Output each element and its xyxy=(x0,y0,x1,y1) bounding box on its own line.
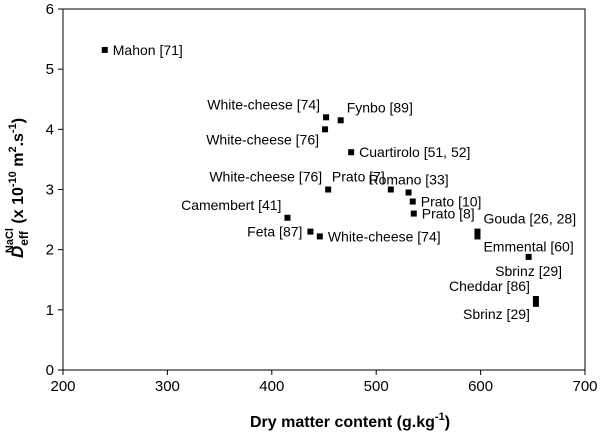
point-label: Romano [33] xyxy=(368,172,448,188)
data-point xyxy=(325,186,332,193)
data-points xyxy=(101,46,539,307)
point-label: Sbrinz [29] xyxy=(463,306,530,322)
data-point xyxy=(532,296,539,303)
point-label: Sbrinz [29] xyxy=(495,263,562,279)
data-point xyxy=(322,126,329,133)
data-point xyxy=(323,114,330,121)
y-tick-label: 4 xyxy=(46,121,54,138)
point-label: Mahon [71] xyxy=(113,42,183,58)
x-tick-label: 300 xyxy=(155,378,180,395)
point-label: Prato [8] xyxy=(422,206,475,222)
y-tick-label: 0 xyxy=(46,362,54,379)
data-point xyxy=(474,233,481,240)
x-tick-label: 500 xyxy=(364,378,389,395)
x-axis: 200 300 400 500 600 700 xyxy=(50,370,598,395)
data-point xyxy=(284,214,291,221)
data-point xyxy=(348,149,355,156)
y-tick-label: 6 xyxy=(46,1,54,18)
data-point xyxy=(387,186,394,193)
y-tick-label: 1 xyxy=(46,302,54,319)
point-label: Emmental [60] xyxy=(483,238,573,254)
data-point xyxy=(316,233,323,240)
x-axis-title: Dry matter content (g.kg-1) xyxy=(250,411,450,431)
point-label: White-cheese [74] xyxy=(207,96,320,112)
data-point xyxy=(405,189,412,196)
data-point xyxy=(409,198,416,205)
point-label: Prato [10] xyxy=(421,194,482,210)
x-tick-label: 200 xyxy=(50,378,75,395)
point-label: Cuartirolo [51, 52] xyxy=(359,144,470,160)
point-label: White-cheese [76] xyxy=(209,169,322,185)
y-axis-title: DeffNaCl (x 10-10 m2.s-1) xyxy=(4,118,31,258)
data-point xyxy=(337,117,344,124)
y-tick-label: 5 xyxy=(46,61,54,78)
point-label: Gouda [26, 28] xyxy=(483,211,576,227)
point-label: White-cheese [76] xyxy=(206,131,319,147)
point-label: Feta [87] xyxy=(247,224,302,240)
data-point xyxy=(525,253,532,260)
data-point xyxy=(474,228,481,235)
data-point xyxy=(101,46,108,53)
y-tick-label: 2 xyxy=(46,242,54,259)
y-axis: 0 1 2 3 4 5 6 xyxy=(46,1,63,379)
point-label: White-cheese [74] xyxy=(328,228,441,244)
y-tick-label: 3 xyxy=(46,182,54,199)
point-label: Prato [7] xyxy=(332,169,385,185)
data-point xyxy=(532,300,539,307)
data-point xyxy=(307,228,314,235)
data-point xyxy=(410,210,417,217)
point-label: Fynbo [89] xyxy=(347,99,413,115)
x-tick-label: 400 xyxy=(259,378,284,395)
point-label: Camembert [41] xyxy=(181,197,281,213)
point-label: Cheddar [86] xyxy=(449,278,530,294)
x-tick-label: 700 xyxy=(572,378,597,395)
point-labels: Mahon [71] White-cheese [74] Fynbo [89] Whi… xyxy=(113,42,576,322)
x-tick-label: 600 xyxy=(468,378,493,395)
